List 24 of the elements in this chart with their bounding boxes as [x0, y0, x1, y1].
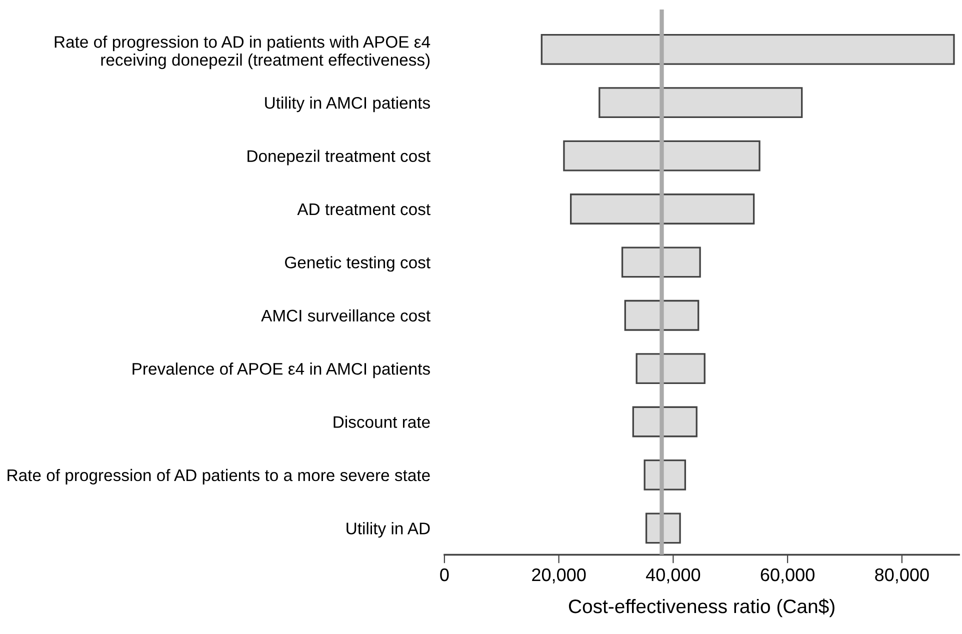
bar	[636, 353, 706, 384]
x-tick-label: 60,000	[760, 568, 814, 584]
x-axis-title: Cost-effectiveness ratio (Can$)	[568, 598, 834, 618]
bar	[540, 34, 955, 65]
y-tick-label: Discount rate	[334, 416, 430, 428]
x-tick-label: 40,000	[646, 568, 700, 584]
bar	[621, 246, 701, 278]
y-tick-label: Utility in AMCI patients	[265, 96, 430, 112]
bar	[598, 87, 803, 118]
bar	[570, 194, 755, 224]
y-tick-label: AMCI surveillance cost	[261, 309, 430, 322]
x-tick-label: 20,000	[532, 568, 586, 584]
x-tick-label: 80,000	[875, 568, 929, 584]
x-tick-label: 0	[440, 568, 449, 582]
bar	[563, 140, 760, 172]
y-tick-label: Rate of progression to AD in patients with APOE ε4 receiving donepezil (treatment effectiveness)	[54, 36, 430, 70]
y-tick-label: Rate of progression of AD patients to a more severe state	[8, 468, 430, 484]
bar	[632, 406, 698, 438]
y-tick-label: Prevalence of APOE ε4 in AMCI patients	[132, 362, 430, 378]
y-tick-label: Genetic testing cost	[285, 256, 430, 272]
y-tick-label: Donepezil treatment cost	[248, 150, 430, 166]
y-tick-label: Utility in AD	[346, 522, 430, 538]
bar	[624, 300, 700, 331]
y-tick-label: AD treatment cost	[297, 204, 430, 216]
